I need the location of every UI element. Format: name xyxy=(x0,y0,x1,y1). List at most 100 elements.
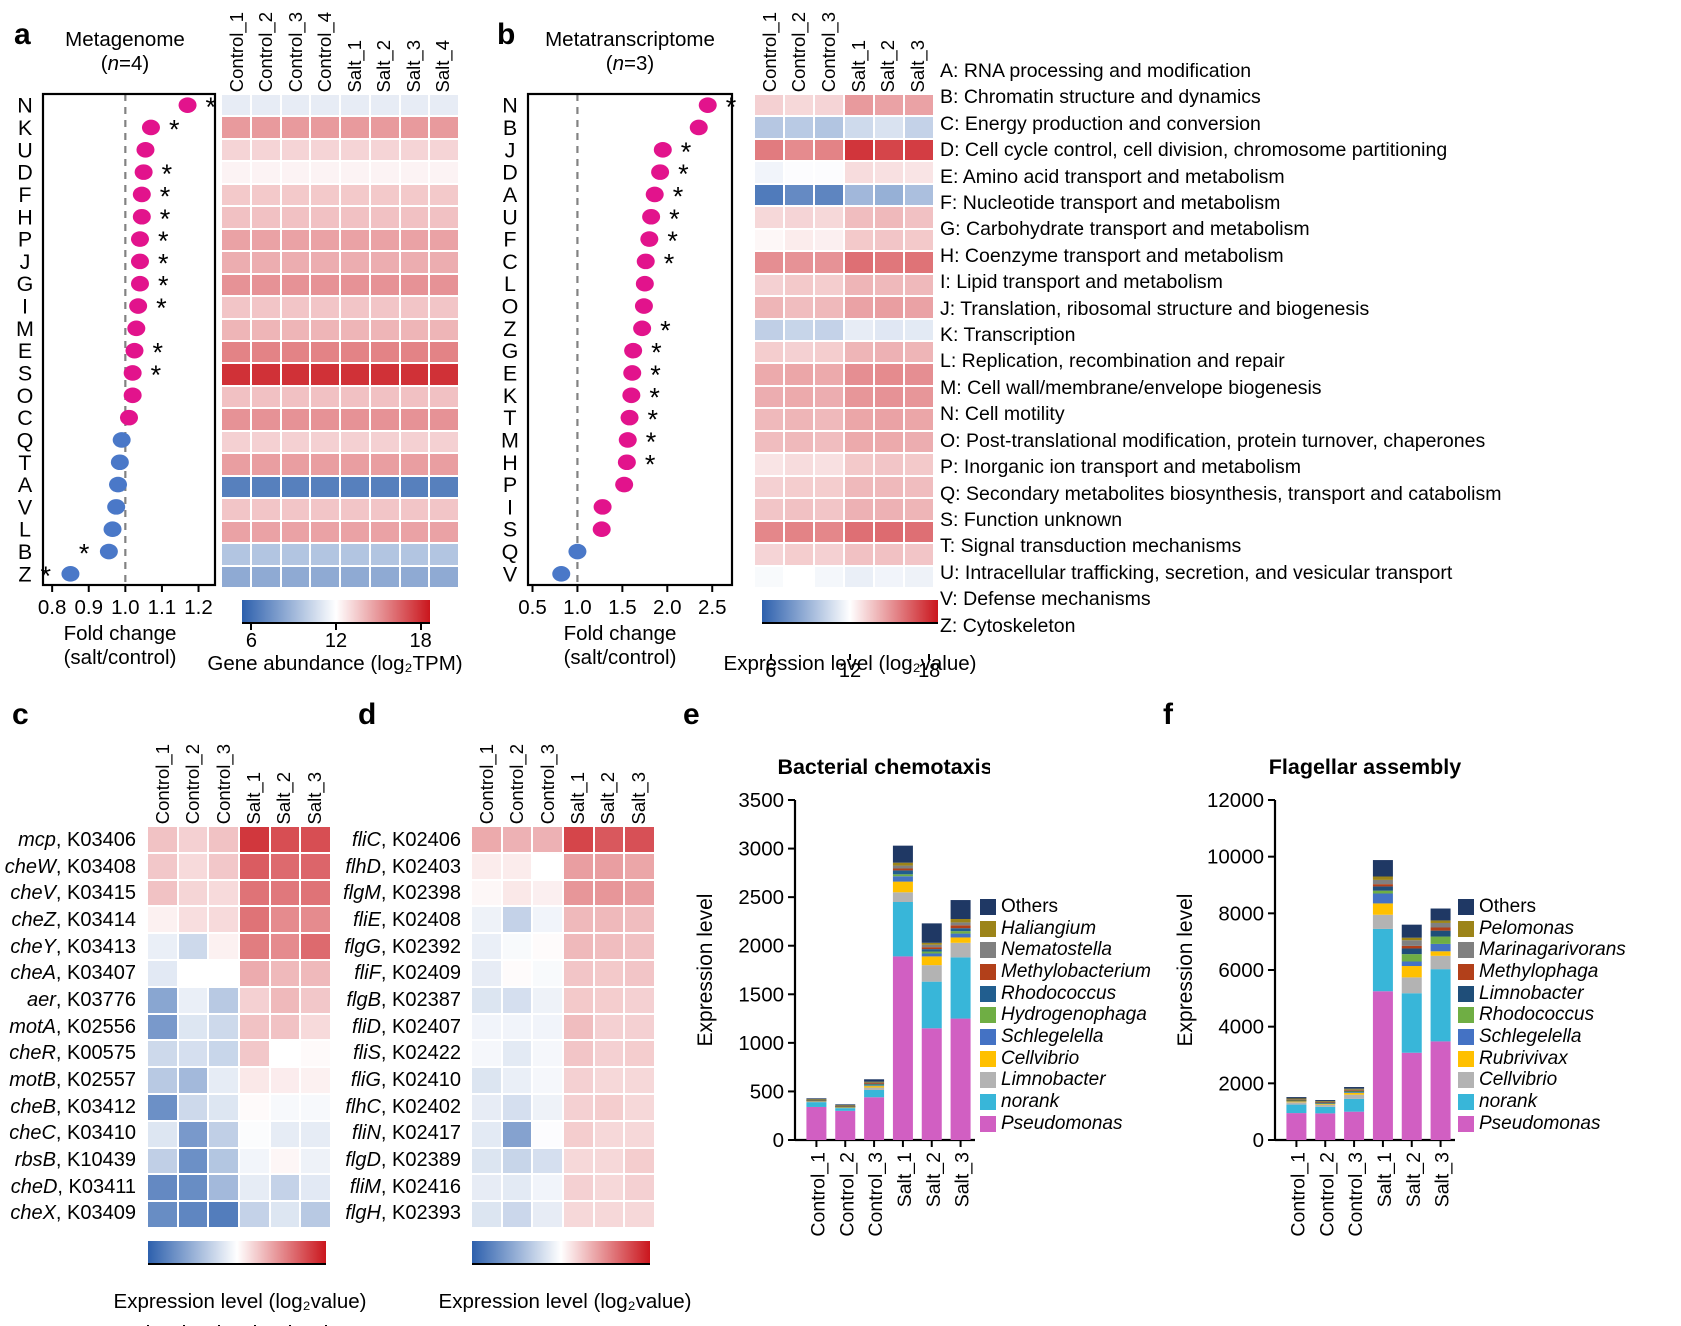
panel-e-taxa-legend: Others Haliangium Nematostella Methylobacte… xyxy=(980,896,1151,1135)
heatmap-cell xyxy=(209,1094,238,1120)
heatmap-cell xyxy=(785,476,813,498)
heatmap-cell xyxy=(625,1094,654,1120)
heatmap-cell xyxy=(472,1041,501,1067)
heatmap-cell xyxy=(785,229,813,251)
heatmap-cell xyxy=(905,207,933,228)
heatmap-cell xyxy=(222,342,250,363)
significance-asterisk: * xyxy=(152,338,163,368)
heatmap-cell xyxy=(370,386,399,408)
heatmap-cell xyxy=(400,386,429,408)
column-header-salt_3: Salt_3 xyxy=(300,740,330,824)
legend-entry-rhodococcus: Rhodococcus xyxy=(1458,1004,1626,1026)
heatmap-cell xyxy=(370,342,399,363)
heatmap-cell xyxy=(563,960,593,986)
heatmap-cell xyxy=(209,880,238,906)
column-header-control_3: Control_3 xyxy=(281,2,311,92)
bar-segment-haliangium xyxy=(806,1099,827,1101)
heatmap-cell xyxy=(301,1014,330,1040)
chart-title: Flagellar assembly xyxy=(1269,755,1461,779)
heatmap-cell xyxy=(341,139,369,161)
panel-b-x-axis-title: Fold change (salt/control) xyxy=(563,622,677,669)
bar-segment-limnobacter xyxy=(1372,886,1393,891)
heatmap-cell xyxy=(400,297,429,318)
column-header-text: Control_2 xyxy=(506,743,528,824)
heatmap-cell xyxy=(281,139,310,161)
category-label: F xyxy=(503,228,516,252)
category-label: M xyxy=(501,428,519,452)
heatmap-cell xyxy=(785,139,813,161)
heatmap-cell xyxy=(281,476,310,498)
heatmap-cell xyxy=(755,139,783,161)
data-point xyxy=(552,566,571,582)
heatmap-cell xyxy=(341,431,369,453)
y-tick-label: 10000 xyxy=(1207,846,1264,869)
heatmap-cell xyxy=(533,907,562,933)
heatmap-cell xyxy=(222,274,250,296)
heatmap-cell xyxy=(502,853,532,879)
panel-d-label: d xyxy=(358,698,377,731)
heatmap-cell xyxy=(785,364,813,385)
heatmap-cell xyxy=(845,319,873,340)
panel-f-taxa-legend: Others Pelomonas Marinagarivorans Methyloph… xyxy=(1458,896,1626,1135)
category-label: U xyxy=(502,205,518,229)
heatmap-cell xyxy=(270,987,300,1013)
data-point xyxy=(132,186,151,203)
heatmap-cell xyxy=(905,431,933,453)
legend-swatch xyxy=(980,963,996,980)
heatmap-cell xyxy=(815,342,843,363)
legend-swatch xyxy=(1458,1072,1474,1089)
category-label: T xyxy=(503,406,516,430)
heatmap-cell xyxy=(502,880,532,906)
heatmap-cell xyxy=(625,1041,654,1067)
category-label: F xyxy=(18,183,31,207)
cog-legend-entry-k: K: Transcription xyxy=(940,324,1076,347)
gene-label: fliM, K02416 xyxy=(349,1175,461,1198)
heatmap-cell xyxy=(533,1175,562,1201)
bar-segment-nematostella xyxy=(892,865,913,869)
bar-segment-cellvibrio xyxy=(1315,1104,1336,1107)
bar-segment-pseudomonas xyxy=(1430,1041,1451,1140)
heatmap-cell xyxy=(281,252,310,273)
heatmap-cell xyxy=(148,987,177,1013)
data-point xyxy=(141,119,160,136)
category-label: Q xyxy=(502,540,519,564)
bar-segment-rhodococcus xyxy=(1430,936,1451,944)
gene-label: flgG, K02392 xyxy=(344,935,461,958)
bar-segment-pelomonas xyxy=(1286,1098,1307,1100)
heatmap-cell xyxy=(281,566,310,587)
data-point xyxy=(651,164,670,180)
colorbar-tick-label: 12 xyxy=(838,660,862,682)
bar-segment-rubrivivax xyxy=(1372,903,1393,915)
heatmap-cell xyxy=(209,1014,238,1040)
bar-segment-rubrivivax xyxy=(1401,966,1422,978)
legend-entry-rhodococcus: Rhodococcus xyxy=(980,983,1151,1005)
panel-c-column-headers: Control_1 Control_2 Control_3 Salt_1 Salt_2 S… xyxy=(148,740,330,824)
heatmap-cell xyxy=(815,476,843,498)
data-point xyxy=(635,275,654,292)
significance-asterisk: * xyxy=(681,137,692,167)
column-header-salt_3: Salt_3 xyxy=(903,2,933,92)
heatmap-cell xyxy=(222,139,250,161)
bar-segment-methylobacterium xyxy=(950,925,971,929)
heatmap-cell xyxy=(905,139,933,161)
heatmap-cell xyxy=(594,880,624,906)
bar-segment-nematostella xyxy=(921,944,942,948)
y-tick-label: 4000 xyxy=(1218,1016,1264,1039)
legend-label: norank xyxy=(1479,1091,1538,1113)
column-header-control_2: Control_2 xyxy=(178,740,208,824)
legend-label: Nematostella xyxy=(1001,939,1112,961)
gene-label: flgB, K02387 xyxy=(346,988,461,1011)
significance-asterisk: * xyxy=(660,315,671,345)
heatmap-cell xyxy=(270,827,300,852)
chart-title: Bacterial chemotaxis xyxy=(777,755,990,779)
cog-legend-entry-z: Z: Cytoskeleton xyxy=(940,614,1076,637)
heatmap-cell xyxy=(239,1121,269,1147)
heatmap-cell xyxy=(270,1175,300,1201)
data-point xyxy=(615,476,634,493)
heatmap-cell xyxy=(875,499,903,520)
heatmap-cell xyxy=(845,499,873,520)
data-point xyxy=(125,342,144,359)
heatmap-cell xyxy=(625,1014,654,1040)
heatmap-cell xyxy=(251,454,280,475)
heatmap-cell xyxy=(815,544,843,565)
